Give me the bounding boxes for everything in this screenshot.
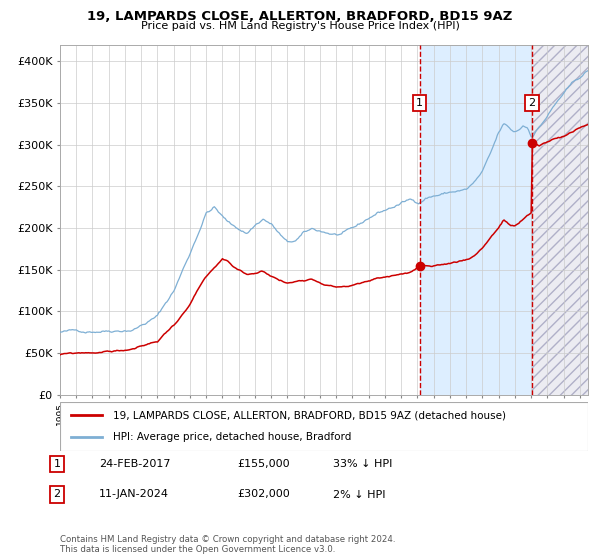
Text: 1: 1 bbox=[53, 459, 61, 469]
FancyBboxPatch shape bbox=[60, 402, 588, 451]
Text: 24-FEB-2017: 24-FEB-2017 bbox=[99, 459, 170, 469]
Text: 33% ↓ HPI: 33% ↓ HPI bbox=[333, 459, 392, 469]
Bar bbox=[532, 45, 588, 395]
Text: 2% ↓ HPI: 2% ↓ HPI bbox=[333, 489, 386, 500]
Text: 1: 1 bbox=[416, 98, 423, 108]
Text: 19, LAMPARDS CLOSE, ALLERTON, BRADFORD, BD15 9AZ: 19, LAMPARDS CLOSE, ALLERTON, BRADFORD, … bbox=[88, 10, 512, 23]
Bar bbox=[419, 45, 532, 395]
Text: 2: 2 bbox=[528, 98, 535, 108]
Text: 19, LAMPARDS CLOSE, ALLERTON, BRADFORD, BD15 9AZ (detached house): 19, LAMPARDS CLOSE, ALLERTON, BRADFORD, … bbox=[113, 410, 506, 421]
Text: Price paid vs. HM Land Registry's House Price Index (HPI): Price paid vs. HM Land Registry's House … bbox=[140, 21, 460, 31]
Bar bbox=[532, 45, 588, 395]
Text: HPI: Average price, detached house, Bradford: HPI: Average price, detached house, Brad… bbox=[113, 432, 351, 442]
Text: 11-JAN-2024: 11-JAN-2024 bbox=[99, 489, 169, 500]
Text: £155,000: £155,000 bbox=[237, 459, 290, 469]
Text: 2: 2 bbox=[53, 489, 61, 500]
Text: £302,000: £302,000 bbox=[237, 489, 290, 500]
Text: Contains HM Land Registry data © Crown copyright and database right 2024.
This d: Contains HM Land Registry data © Crown c… bbox=[60, 535, 395, 554]
